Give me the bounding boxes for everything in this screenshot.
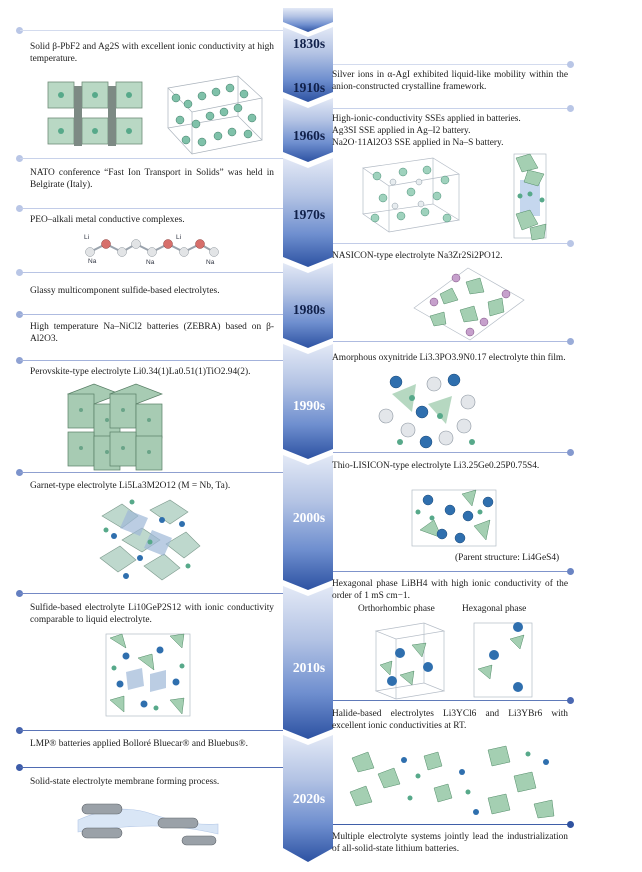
caption-parent-structure: (Parent structure: Li4GeS4) (455, 553, 560, 563)
decade-1830s: 1830s (292, 36, 326, 51)
mol-label-na-1: Na (88, 258, 97, 265)
halide-structure-illustration (349, 745, 555, 819)
decade-1960s: 1960s (292, 128, 326, 143)
event-1970s-nato-conference: NATO conference “Fast Ion Transport in S… (30, 168, 274, 191)
caption-orthorhombic-phase: Orthorhombic phase (358, 604, 435, 614)
event-2010s-libh4: Hexagonal phase LiBH4 with high ionic co… (332, 579, 568, 602)
perovskite-structure-illustration (67, 383, 163, 471)
garnet-structure-illustration (99, 499, 201, 581)
membrane-forming-illustration (77, 803, 219, 846)
decade-1990s: 1990s (292, 398, 326, 413)
mol-label-li-1: Li (84, 234, 89, 241)
event-1960s-ag3si: Ag3SI SSE applied in Ag–I2 battery. (332, 126, 471, 136)
na-beta-alumina-illustration (513, 153, 547, 241)
event-2000s-garnet: Garnet-type electrolyte Li5La3M2O12 (M =… (30, 481, 231, 491)
event-1970s-nasicon: NASICON-type electrolyte Na3Zr2Si2PO12. (332, 251, 503, 261)
mol-label-na-2: Na (146, 259, 155, 266)
event-1980s-zebra-batteries: High temperature Na–NiCl2 batteries (ZEB… (30, 322, 274, 345)
decade-1910s: 1910s (292, 80, 326, 95)
decade-1970s: 1970s (292, 207, 326, 222)
event-1960s-na-beta-alumina: Na2O·11Al2O3 SSE applied in Na–S battery… (332, 138, 504, 148)
mol-label-li-2: Li (176, 234, 181, 241)
event-1990s-perovskite: Perovskite-type electrolyte Li0.34(1)La0… (30, 367, 251, 377)
event-1980s-glassy-sulfide: Glassy multicomponent sulfide-based elec… (30, 286, 220, 296)
decade-2010s: 2010s (292, 660, 326, 675)
event-1970s-peo-complexes: PEO–alkali metal conductive complexes. (30, 215, 185, 225)
lgps-structure-illustration (105, 633, 191, 717)
event-2010s-lgps: Sulfide-based electrolyte Li10GeP2S12 wi… (30, 603, 274, 626)
libh4-orthorhombic-illustration (374, 622, 446, 700)
decade-2020s: 2020s (292, 791, 326, 806)
libh4-hexagonal-illustration (473, 622, 533, 698)
event-1990s-lipon: Amorphous oxynitride Li3.3PO3.9N0.17 ele… (332, 353, 566, 363)
ag2s-crystal-illustration (167, 75, 263, 155)
mol-label-na-3: Na (206, 259, 215, 266)
event-2010s-lmp-batteries: LMP® batteries applied Bolloré Bluecar® … (30, 739, 248, 749)
lipon-structure-illustration (378, 373, 476, 449)
event-2000s-thio-lisicon: Thio-LISICON-type electrolyte Li3.25Ge0.… (332, 461, 540, 471)
nasicon-structure-illustration (413, 267, 525, 341)
event-1910s-agi: Silver ions in α-AgI exhibited liquid-li… (332, 70, 568, 93)
decade-1980s: 1980s (292, 302, 326, 317)
pbf2-crystal-illustration (47, 81, 143, 146)
beta-alumina-structure-illustration (362, 157, 460, 233)
peo-chain-illustration: Li Na Na Li Na (84, 234, 219, 266)
event-2020s-industrialization: Multiple electrolyte systems jointly lea… (332, 832, 568, 855)
caption-hexagonal-phase: Hexagonal phase (462, 604, 527, 614)
event-1830s-pbf2-ag2s: Solid β-PbF2 and Ag2S with excellent ion… (30, 42, 274, 65)
decade-2000s: 2000s (292, 510, 326, 525)
event-2020s-membrane-process: Solid-state electrolyte membrane forming… (30, 777, 220, 787)
event-2010s-halide: Halide-based electrolytes Li3YCl6 and Li… (332, 709, 568, 732)
thio-lisicon-structure-illustration (411, 489, 497, 547)
event-1960s-sse-batteries: High-ionic-conductivity SSEs applied in … (332, 114, 521, 124)
